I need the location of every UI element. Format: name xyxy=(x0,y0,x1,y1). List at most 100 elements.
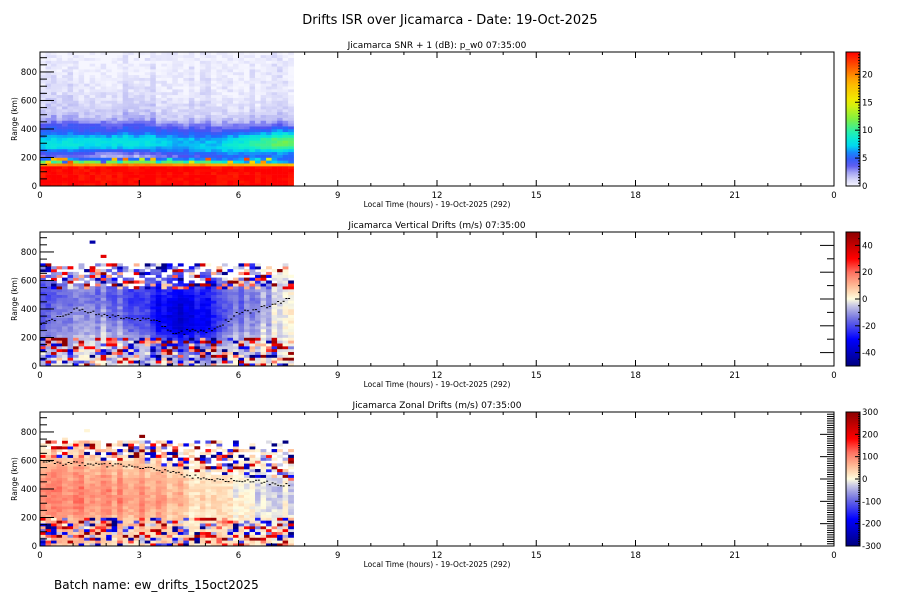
heatmap-cell xyxy=(46,118,52,121)
heatmap-cell xyxy=(106,172,112,175)
profile-point xyxy=(239,313,241,314)
heatmap-cell xyxy=(172,355,178,358)
heatmap-cell xyxy=(244,355,250,358)
heatmap-cell xyxy=(261,349,267,352)
heatmap-cell xyxy=(255,78,261,81)
heatmap-cell xyxy=(106,332,112,335)
heatmap-cell xyxy=(79,446,85,449)
heatmap-cell xyxy=(134,329,140,332)
heatmap-cell xyxy=(266,343,272,346)
heatmap-cell xyxy=(288,152,294,155)
heatmap-cell xyxy=(272,166,278,169)
heatmap-cell xyxy=(112,323,118,326)
heatmap-cell xyxy=(255,275,261,278)
heatmap-cell xyxy=(167,135,173,138)
heatmap-cell xyxy=(244,115,250,118)
heatmap-cell xyxy=(172,103,178,106)
heatmap-cell xyxy=(222,280,228,283)
heatmap-cell xyxy=(200,129,206,132)
heatmap-cell xyxy=(261,81,267,84)
heatmap-cell xyxy=(194,323,200,326)
heatmap-cell xyxy=(62,346,68,349)
heatmap-cell xyxy=(227,135,233,138)
heatmap-cell xyxy=(145,132,151,135)
heatmap-cell xyxy=(73,103,79,106)
heatmap-cell xyxy=(178,480,184,483)
heatmap-cell xyxy=(233,355,239,358)
heatmap-cell xyxy=(46,152,52,155)
heatmap-cell xyxy=(40,289,46,292)
heatmap-cell xyxy=(51,498,57,501)
heatmap-cell xyxy=(128,95,134,98)
heatmap-cell xyxy=(255,340,261,343)
heatmap-cell xyxy=(178,55,184,58)
heatmap-cell xyxy=(167,61,173,64)
heatmap-cell xyxy=(79,63,85,66)
heatmap-cell xyxy=(46,75,52,78)
heatmap-cell xyxy=(211,58,217,61)
heatmap-cell xyxy=(79,61,85,64)
heatmap-cell xyxy=(261,109,267,112)
heatmap-cell xyxy=(172,69,178,72)
heatmap-cell xyxy=(106,312,112,315)
heatmap-cell xyxy=(150,346,156,349)
heatmap-cell xyxy=(79,143,85,146)
heatmap-cell xyxy=(62,163,68,166)
heatmap-cell xyxy=(73,332,79,335)
heatmap-cell xyxy=(101,517,107,520)
heatmap-cell xyxy=(95,458,101,461)
heatmap-cell xyxy=(239,78,245,81)
heatmap-cell xyxy=(172,312,178,315)
heatmap-cell xyxy=(84,480,90,483)
profile-point xyxy=(252,309,254,310)
heatmap-cell xyxy=(194,98,200,101)
heatmap-cell xyxy=(51,535,57,538)
heatmap-cell xyxy=(57,357,63,360)
heatmap-cell xyxy=(51,537,57,540)
heatmap-cell xyxy=(51,343,57,346)
heatmap-cell xyxy=(178,458,184,461)
heatmap-cell xyxy=(172,172,178,175)
heatmap-cell xyxy=(205,329,211,332)
heatmap-cell xyxy=(46,146,52,149)
heatmap-cell xyxy=(106,515,112,518)
heatmap-cell xyxy=(178,478,184,481)
heatmap-cell xyxy=(90,83,96,86)
heatmap-cell xyxy=(117,66,123,69)
heatmap-cell xyxy=(62,266,68,269)
heatmap-cell xyxy=(79,132,85,135)
heatmap-cell xyxy=(233,89,239,92)
heatmap-cell xyxy=(79,157,85,160)
heatmap-cell xyxy=(51,532,57,535)
heatmap-cell xyxy=(211,295,217,298)
heatmap-cell xyxy=(128,452,134,455)
heatmap-cell xyxy=(73,146,79,149)
heatmap-cell xyxy=(172,503,178,506)
heatmap-cell xyxy=(183,83,189,86)
heatmap-cell xyxy=(277,100,283,103)
heatmap-cell xyxy=(283,149,289,152)
heatmap-cell xyxy=(90,69,96,72)
heatmap-cell xyxy=(183,318,189,321)
heatmap-cell xyxy=(216,109,222,112)
profile-point xyxy=(79,310,81,311)
heatmap-cell xyxy=(239,180,245,183)
heatmap-cell xyxy=(183,69,189,72)
heatmap-cell xyxy=(266,58,272,61)
heatmap-cell xyxy=(68,103,74,106)
heatmap-cell xyxy=(172,315,178,318)
heatmap-cell xyxy=(233,155,239,158)
heatmap-cell xyxy=(68,360,74,363)
heatmap-cell xyxy=(178,346,184,349)
heatmap-cell xyxy=(117,309,123,312)
heatmap-cell xyxy=(84,355,90,358)
heatmap-cell xyxy=(95,83,101,86)
heatmap-cell xyxy=(205,169,211,172)
heatmap-cell xyxy=(250,292,256,295)
heatmap-cell xyxy=(123,129,129,132)
heatmap-cell xyxy=(128,300,134,303)
heatmap-cell xyxy=(57,463,63,466)
heatmap-cell xyxy=(150,475,156,478)
heatmap-cell xyxy=(211,332,217,335)
heatmap-cell xyxy=(46,463,52,466)
